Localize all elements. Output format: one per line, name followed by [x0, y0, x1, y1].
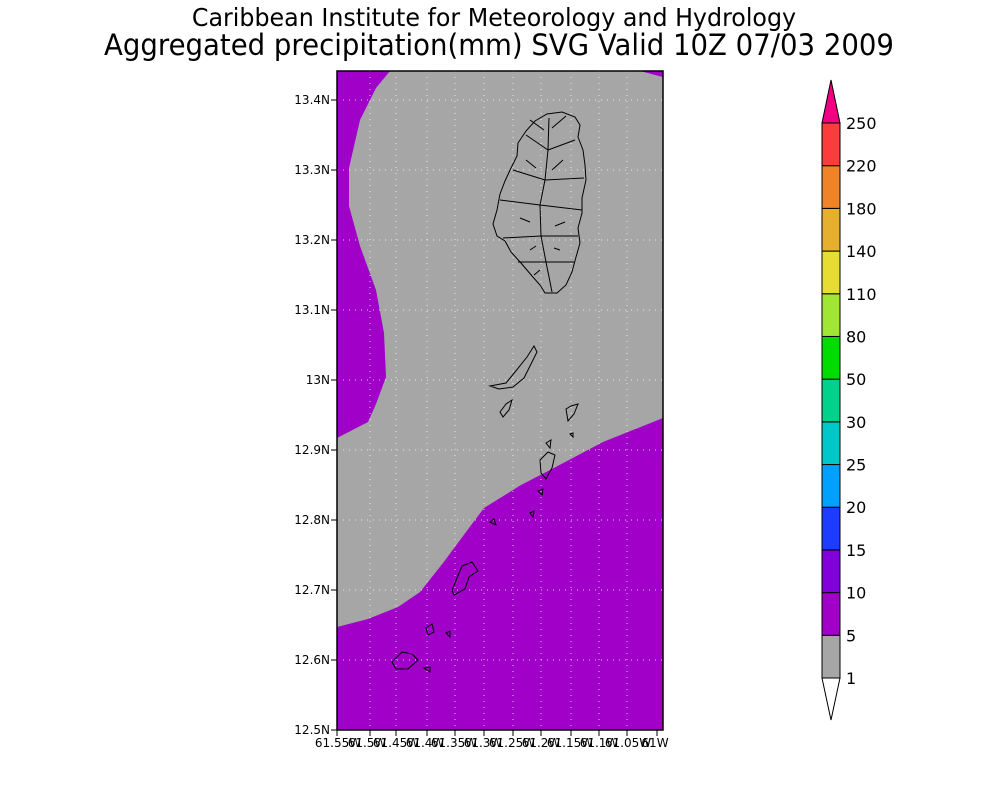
colorbar-label: 30 — [846, 413, 866, 432]
map-frame — [336, 70, 664, 731]
lat-label-13-1: 13.1N — [294, 303, 330, 317]
colorbar-label: 25 — [846, 456, 866, 475]
colorbar-segment — [821, 207, 841, 252]
lat-label-13-0: 13N — [306, 373, 330, 387]
colorbar-segment — [821, 592, 841, 636]
colorbar-segment — [821, 165, 841, 209]
lat-label-12-7: 12.7N — [294, 583, 330, 597]
lat-label-12-9: 12.9N — [294, 443, 330, 457]
small-islet-2 — [529, 510, 535, 519]
colorbar-label: 15 — [846, 541, 866, 560]
map-grid — [337, 71, 663, 730]
colorbar-segment — [821, 421, 841, 466]
lon-label-61-35: 61.35W — [431, 736, 477, 750]
product-title: Aggregated precipitation(mm) SVG Valid 1… — [104, 28, 894, 62]
lon-label-61: 61W — [641, 736, 668, 750]
lon-label-61-55: 61.55W — [315, 736, 361, 750]
lon-label-61-5: 61.5W — [348, 736, 387, 750]
lat-label-12-8: 12.8N — [294, 513, 330, 527]
mustique-island — [499, 398, 513, 418]
union-island — [539, 451, 556, 480]
colorbar-label: 10 — [846, 584, 866, 603]
institute-title: Caribbean Institute for Meteorology and … — [191, 3, 797, 32]
lat-label-13-2: 13.2N — [294, 233, 330, 247]
colorbar-label: 50 — [846, 370, 866, 389]
colorbar-label: 1 — [846, 669, 856, 688]
colorbar-label: 80 — [846, 327, 866, 346]
bequia-island — [488, 344, 538, 390]
colorbar-segment — [821, 464, 841, 508]
lon-label-61-2: 61.2W — [522, 736, 561, 750]
small-islet-5 — [445, 630, 451, 639]
colorbar-label: 250 — [846, 114, 877, 133]
lat-label-13-3: 13.3N — [294, 163, 330, 177]
colorbar-label: 140 — [846, 242, 877, 261]
small-islet-7 — [569, 432, 574, 439]
colorbar-segment — [821, 378, 841, 423]
lon-label-61-4: 61.4W — [406, 736, 445, 750]
lon-label-61-15: 61.15W — [547, 736, 593, 750]
lon-label-61-05: 61.05W — [605, 736, 651, 750]
colorbar-segment — [821, 122, 841, 167]
lat-label-13-4: 13.4N — [294, 93, 330, 107]
colorbar-label: 110 — [846, 285, 877, 304]
colorbar-segment — [821, 634, 841, 679]
colorbar-segment — [821, 250, 841, 295]
colorbar-label: 5 — [846, 626, 856, 645]
colorbar-segment — [821, 293, 841, 337]
colorbar-label: 180 — [846, 199, 877, 218]
lon-label-61-3: 61.3W — [464, 736, 503, 750]
colorbar-segment — [821, 549, 841, 594]
grenadine-islands — [391, 344, 579, 673]
small-islet-4 — [425, 623, 435, 636]
lat-label-12-6: 12.6N — [294, 653, 330, 667]
small-islet-3 — [537, 488, 544, 497]
lon-label-61-25: 61.25W — [489, 736, 535, 750]
small-islet-6 — [422, 666, 431, 673]
colorbar-label: 20 — [846, 498, 866, 517]
colorbar-segment — [821, 335, 841, 380]
grenada-north-island — [391, 651, 419, 670]
mayreau-island — [545, 439, 552, 450]
canouan-island — [565, 403, 579, 423]
axis-ticks — [331, 99, 658, 736]
colorbar-bottom-triangle — [821, 677, 841, 721]
colorbar-segment — [821, 506, 841, 551]
lon-label-61-1: 61.1W — [580, 736, 619, 750]
colorbar-label: 220 — [846, 157, 877, 176]
carriacou-island — [451, 561, 479, 596]
lat-label-12-5: 12.5N — [294, 723, 330, 737]
small-islet-1 — [489, 518, 497, 526]
colorbar-top-triangle — [821, 79, 841, 124]
st-vincent-island — [492, 111, 587, 294]
lon-label-61-45: 61.45W — [373, 736, 419, 750]
